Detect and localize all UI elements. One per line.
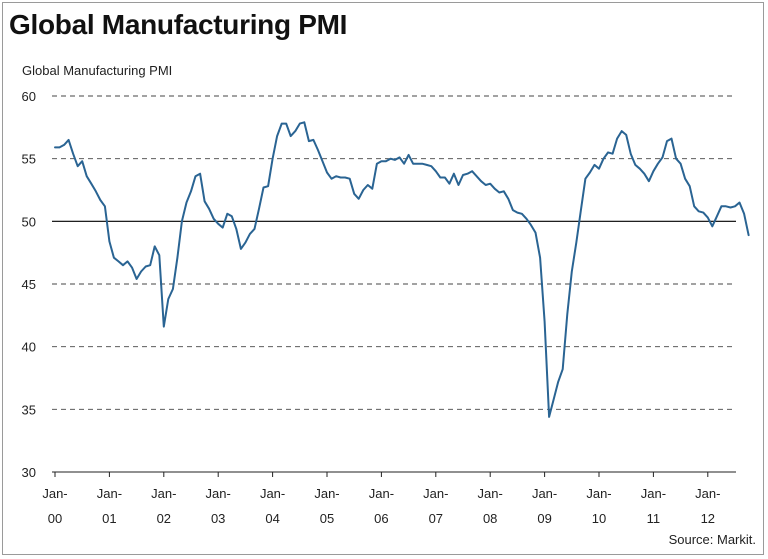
- x-tick-label-top: Jan-: [586, 486, 611, 501]
- y-axis-label: Global Manufacturing PMI: [22, 63, 173, 78]
- y-tick-labels: 30 35 40 45 50 55 60: [22, 89, 36, 480]
- x-tick-labels: Jan- 00 Jan- 01 Jan- 02 Jan- 03 Jan- 04 Jan- 05 Jan-…: [42, 486, 720, 526]
- x-tick-label-top: Jan-: [641, 486, 666, 501]
- y-tick-label-30: 30: [22, 465, 36, 480]
- y-tick-label-55: 55: [22, 152, 36, 167]
- x-tick-label-bottom: 08: [483, 511, 497, 526]
- x-tick-label-top: Jan-: [314, 486, 339, 501]
- x-tick-label-bottom: 05: [320, 511, 334, 526]
- x-tick-label-bottom: 02: [157, 511, 171, 526]
- chart-title: Global Manufacturing PMI: [9, 9, 348, 40]
- x-tick-label-top: Jan-: [97, 486, 122, 501]
- x-tick-label-top: Jan-: [206, 486, 231, 501]
- x-tick-label-top: Jan-: [260, 486, 285, 501]
- x-tick-label-bottom: 09: [537, 511, 551, 526]
- y-tick-label-50: 50: [22, 214, 36, 229]
- x-tick-label-bottom: 10: [592, 511, 606, 526]
- y-tick-label-60: 60: [22, 89, 36, 104]
- x-tick-label-bottom: 04: [265, 511, 279, 526]
- source-note: Source: Markit.: [668, 532, 756, 547]
- grid-lines: [52, 95, 736, 477]
- x-tick-label-bottom: 00: [48, 511, 62, 526]
- x-tick-label-top: Jan-: [423, 486, 448, 501]
- series-layer: [54, 121, 750, 418]
- x-tick-label-top: Jan-: [151, 486, 176, 501]
- x-tick-label-bottom: 11: [647, 511, 661, 526]
- x-tick-label-top: Jan-: [478, 486, 503, 501]
- x-tick-label-bottom: 12: [701, 511, 715, 526]
- x-tick-label-bottom: 06: [374, 511, 388, 526]
- x-tick-label-top: Jan-: [695, 486, 720, 501]
- series-line-0: [54, 121, 750, 418]
- y-tick-label-45: 45: [22, 277, 36, 292]
- x-tick-label-bottom: 07: [429, 511, 443, 526]
- x-tick-label-top: Jan-: [369, 486, 394, 501]
- x-tick-label-top: Jan-: [42, 486, 67, 501]
- x-tick-label-bottom: 01: [102, 511, 116, 526]
- y-tick-label-40: 40: [22, 340, 36, 355]
- x-tick-label-top: Jan-: [532, 486, 557, 501]
- y-tick-label-35: 35: [22, 402, 36, 417]
- x-tick-label-bottom: 03: [211, 511, 225, 526]
